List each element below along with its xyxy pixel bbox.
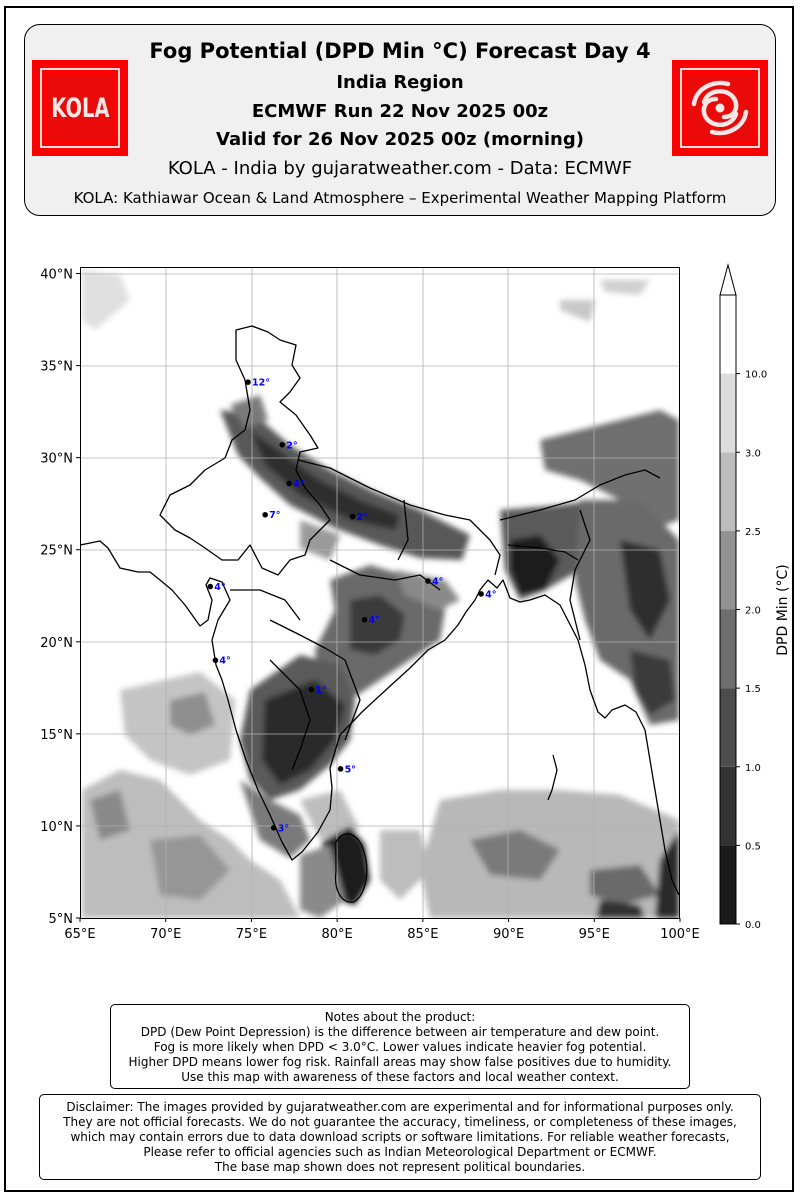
station-label: 1° — [315, 685, 326, 696]
x-tick-label: 65°E — [64, 927, 95, 942]
station-dot — [478, 591, 484, 597]
colorbar-segment — [720, 373, 736, 453]
colorbar-tick-label: 1.0 — [745, 763, 761, 774]
colorbar-segment — [720, 609, 736, 689]
x-tick-label: 95°E — [579, 927, 610, 942]
x-tick-label: 70°E — [150, 927, 181, 942]
colorbar-segment — [720, 530, 736, 610]
colorbar-segment — [720, 688, 736, 767]
station-markers: 12° 2° 4° 7° 2° 4° 4° 4° 4° 4° 1° 5° 3° — [207, 378, 497, 834]
disclaimer-line: Disclaimer: The images provided by gujar… — [66, 1100, 734, 1114]
x-tick-label: 85°E — [407, 927, 438, 942]
station-label: 4° — [485, 589, 496, 600]
colorbar-segment — [720, 452, 736, 531]
station-dot — [245, 379, 251, 385]
disclaimer-line: The base map shown does not represent po… — [214, 1160, 586, 1174]
station-dot — [279, 441, 286, 448]
platform-text: KOLA: Kathiawar Ocean & Land Atmosphere … — [73, 189, 727, 207]
notes-panel: Notes about the product: DPD (Dew Point … — [110, 1004, 690, 1089]
y-tick-label: 40°N — [40, 268, 73, 283]
y-tick-label: 10°N — [40, 820, 73, 835]
fog-field — [82, 270, 679, 918]
notes-line: Use this map with awareness of these fac… — [181, 1070, 619, 1084]
region-subtitle: India Region — [336, 72, 464, 93]
station-label: 3° — [278, 823, 289, 834]
station-label: 4° — [369, 615, 380, 626]
station-dot — [262, 511, 268, 518]
longitude-ticks: 65°E 70°E 75°E 80°E 85°E 90°E 95°E 100°E — [64, 918, 700, 942]
colorbar-label: DPD Min (°C) — [775, 564, 791, 655]
disclaimer-line: Please refer to official agencies such a… — [143, 1145, 657, 1159]
notes-line: Higher DPD means lower fog risk. Rainfal… — [128, 1055, 672, 1069]
station-label: 4° — [293, 479, 304, 490]
station-label: 4° — [432, 577, 443, 588]
y-tick-label: 30°N — [40, 452, 73, 467]
station-label: 5° — [345, 764, 356, 775]
station-dot — [425, 578, 431, 584]
kola-logo: KOLA — [32, 60, 128, 156]
x-tick-label: 80°E — [322, 927, 353, 942]
x-tick-label: 90°E — [493, 927, 524, 942]
station-dot — [207, 583, 214, 590]
map-title: Fog Potential (DPD Min °C) Forecast Day … — [149, 39, 651, 63]
disclaimer-panel: Disclaimer: The images provided by gujar… — [39, 1094, 761, 1180]
header-panel — [24, 24, 776, 216]
colorbar-segment — [720, 295, 736, 374]
colorbar-extend-arrow — [719, 263, 737, 296]
colorbar-tick-label: 2.0 — [745, 606, 761, 617]
station-dot — [286, 480, 292, 487]
station-dot — [212, 657, 219, 664]
y-tick-label: 5°N — [49, 912, 74, 927]
colorbar-tick-label: 0.5 — [745, 841, 761, 852]
notes-line: Fog is more likely when DPD < 3.0°C. Low… — [153, 1040, 647, 1054]
credit-text: KOLA - India by gujaratweather.com - Dat… — [167, 158, 633, 179]
colorbar-segment — [720, 766, 736, 846]
station-dot — [270, 824, 277, 831]
disclaimer-line: They are not official forecasts. We do n… — [63, 1115, 737, 1129]
station-dot — [349, 513, 356, 520]
colorbar-tick-label: 0.0 — [745, 920, 761, 931]
station-label: 12° — [252, 378, 270, 389]
disclaimer-line: which may contain errors due to data dow… — [70, 1130, 730, 1144]
notes-line: DPD (Dew Point Depression) is the differ… — [140, 1025, 660, 1039]
colorbar-tick-label: 10.0 — [745, 370, 767, 381]
station-dot — [308, 686, 315, 693]
colorbar: 0.0 0.5 1.0 1.5 2.0 2.5 3.0 10.0 — [719, 263, 767, 931]
station-label: 2° — [357, 512, 368, 523]
notes-heading: Notes about the product: — [324, 1010, 476, 1024]
y-tick-label: 15°N — [40, 728, 73, 743]
station-label: 4° — [219, 656, 230, 667]
latitude-ticks: 5°N 10°N 15°N 20°N 25°N 30°N 35°N 40°N — [40, 268, 80, 927]
station-label: 2° — [286, 440, 297, 451]
map-frame — [80, 267, 680, 919]
cyclone-logo — [672, 60, 768, 156]
colorbar-segment — [720, 845, 736, 924]
figure-frame — [4, 6, 794, 1192]
station-dot — [337, 766, 344, 772]
model-run-text: ECMWF Run 22 Nov 2025 00z — [251, 101, 549, 122]
station-label: 7° — [269, 510, 280, 521]
y-tick-label: 20°N — [40, 636, 73, 651]
kola-logo-text: KOLA — [50, 92, 110, 124]
x-tick-label: 100°E — [660, 927, 700, 942]
colorbar-tick-label: 2.5 — [745, 527, 761, 538]
y-tick-label: 35°N — [40, 360, 73, 375]
cyclone-icon — [691, 80, 749, 136]
station-dot — [361, 616, 368, 623]
station-label: 4° — [214, 582, 225, 593]
x-tick-label: 75°E — [236, 927, 267, 942]
colorbar-tick-label: 3.0 — [745, 448, 761, 459]
valid-time-text: Valid for 26 Nov 2025 00z (morning) — [216, 129, 584, 150]
y-tick-label: 25°N — [40, 544, 73, 559]
map-figure: 65°E 70°E 75°E 80°E 85°E 90°E 95°E 100°E 5°N 10°… — [40, 263, 791, 942]
colorbar-tick-label: 1.5 — [745, 684, 761, 695]
